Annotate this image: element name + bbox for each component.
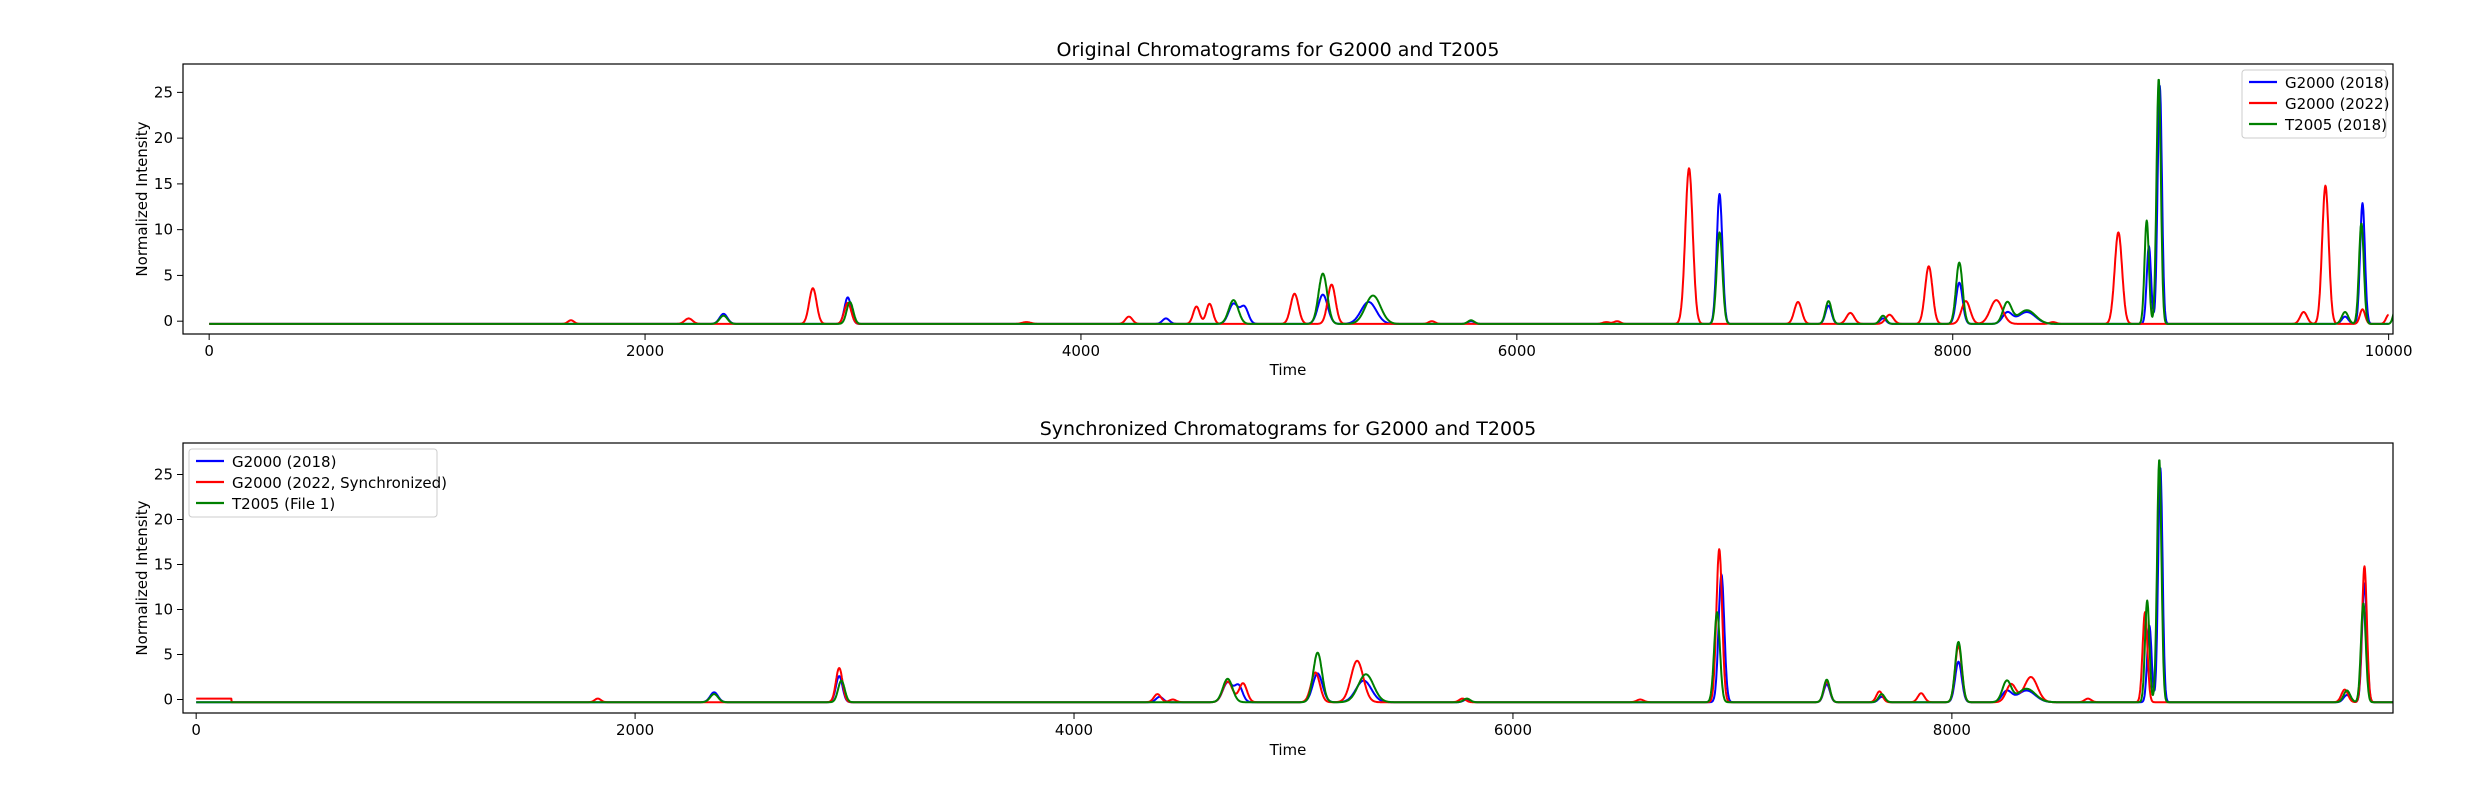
y-tick-label: 0 bbox=[163, 312, 173, 330]
legend: G2000 (2018) G2000 (2022, Synchronized) … bbox=[188, 448, 447, 518]
original-chromatograms-chart: Original Chromatograms for G2000 and T20… bbox=[133, 39, 2413, 379]
legend-box bbox=[2241, 69, 2387, 139]
legend-label-g2000-2022-synchronized: G2000 (2022, Synchronized) bbox=[232, 474, 447, 492]
y-tick-label: 20 bbox=[154, 129, 173, 147]
x-tick-label: 0 bbox=[204, 342, 214, 360]
y-tick-label: 20 bbox=[154, 511, 173, 529]
legend-label-g2000-2018: G2000 (2018) bbox=[2285, 74, 2389, 92]
series-lines bbox=[195, 459, 2393, 704]
x-tick-label: 2000 bbox=[626, 342, 664, 360]
series-line-g2000-2022 bbox=[208, 167, 2390, 325]
plot-frame bbox=[182, 63, 2394, 335]
x-tick-label: 4000 bbox=[1062, 342, 1100, 360]
x-tick-label: 0 bbox=[191, 721, 201, 739]
chart-title: Synchronized Chromatograms for G2000 and… bbox=[1040, 418, 1536, 440]
y-tick-label: 5 bbox=[163, 266, 173, 284]
series-lines bbox=[208, 78, 2393, 325]
y-axis-label: Normalized Intensity bbox=[133, 500, 151, 655]
y-tick-label: 15 bbox=[154, 175, 173, 193]
y-tick-label: 10 bbox=[154, 221, 173, 239]
x-axis-ticks: 0 2000 4000 6000 8000 10000 bbox=[204, 334, 2413, 360]
x-tick-label: 6000 bbox=[1498, 342, 1536, 360]
x-tick-label: 2000 bbox=[616, 721, 654, 739]
x-tick-label: 8000 bbox=[1934, 342, 1972, 360]
legend-label-g2000-2022: G2000 (2022) bbox=[2285, 95, 2389, 113]
y-tick-label: 5 bbox=[163, 646, 173, 664]
x-tick-label: 6000 bbox=[1494, 721, 1532, 739]
synchronized-chromatograms-chart: Synchronized Chromatograms for G2000 and… bbox=[133, 418, 2394, 759]
x-axis-label: Time bbox=[1269, 361, 1307, 379]
y-tick-label: 15 bbox=[154, 556, 173, 574]
legend-box bbox=[188, 448, 438, 518]
series-line-t2005-file-1 bbox=[195, 459, 2393, 704]
legend-label-g2000-2018: G2000 (2018) bbox=[232, 453, 336, 471]
legend: G2000 (2018) G2000 (2022) T2005 (2018) bbox=[2241, 69, 2389, 139]
y-tick-label: 0 bbox=[163, 691, 173, 709]
x-tick-label: 10000 bbox=[2365, 342, 2413, 360]
y-axis-ticks: 0 5 10 15 20 25 bbox=[154, 466, 183, 709]
legend-label-t2005-file1: T2005 (File 1) bbox=[231, 495, 335, 513]
chart-title: Original Chromatograms for G2000 and T20… bbox=[1057, 39, 1500, 61]
y-axis-ticks: 0 5 10 15 20 25 bbox=[154, 83, 183, 330]
y-tick-label: 25 bbox=[154, 466, 173, 484]
series-line-t2005-2018 bbox=[208, 78, 2393, 325]
legend-label-t2005-2018: T2005 (2018) bbox=[2284, 116, 2387, 134]
y-tick-label: 10 bbox=[154, 601, 173, 619]
y-axis-label: Normalized Intensity bbox=[133, 121, 151, 276]
x-axis-label: Time bbox=[1269, 741, 1307, 759]
plot-frame bbox=[182, 442, 2394, 714]
x-axis-ticks: 0 2000 4000 6000 8000 bbox=[191, 713, 1971, 739]
y-tick-label: 25 bbox=[154, 83, 173, 101]
x-tick-label: 4000 bbox=[1055, 721, 1093, 739]
x-tick-label: 8000 bbox=[1933, 721, 1971, 739]
